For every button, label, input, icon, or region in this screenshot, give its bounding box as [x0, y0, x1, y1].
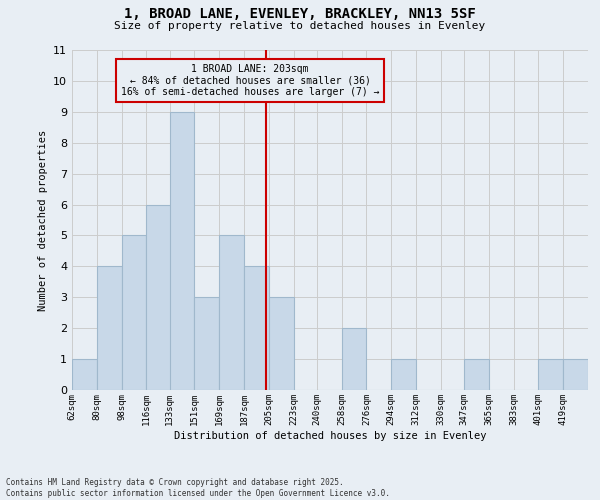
Bar	[219, 236, 244, 390]
Bar	[194, 298, 219, 390]
Text: 1, BROAD LANE, EVENLEY, BRACKLEY, NN13 5SF: 1, BROAD LANE, EVENLEY, BRACKLEY, NN13 5…	[124, 8, 476, 22]
Bar	[269, 298, 293, 390]
Bar	[97, 266, 122, 390]
X-axis label: Distribution of detached houses by size in Evenley: Distribution of detached houses by size …	[174, 430, 486, 440]
Bar	[122, 236, 146, 390]
Text: Size of property relative to detached houses in Evenley: Size of property relative to detached ho…	[115, 21, 485, 31]
Bar	[170, 112, 194, 390]
Bar	[391, 359, 416, 390]
Text: 1 BROAD LANE: 203sqm
← 84% of detached houses are smaller (36)
16% of semi-detac: 1 BROAD LANE: 203sqm ← 84% of detached h…	[121, 64, 379, 97]
Bar	[244, 266, 269, 390]
Bar	[563, 359, 588, 390]
Y-axis label: Number of detached properties: Number of detached properties	[38, 130, 47, 310]
Bar	[538, 359, 563, 390]
Bar	[341, 328, 367, 390]
Bar	[464, 359, 489, 390]
Text: Contains HM Land Registry data © Crown copyright and database right 2025.
Contai: Contains HM Land Registry data © Crown c…	[6, 478, 390, 498]
Bar	[72, 359, 97, 390]
Bar	[146, 204, 171, 390]
